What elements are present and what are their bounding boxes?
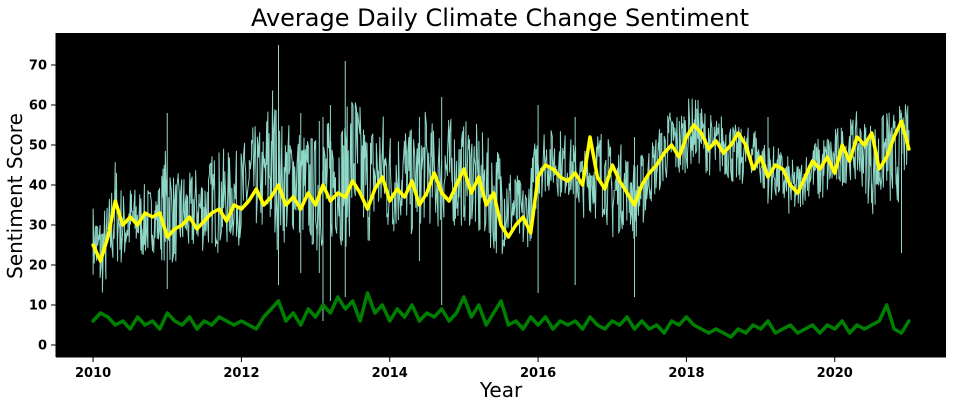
y-tick-label: 40 bbox=[29, 179, 47, 194]
y-tick-label: 20 bbox=[29, 259, 47, 274]
x-tick-label: 2014 bbox=[372, 366, 408, 381]
chart-title: Average Daily Climate Change Sentiment bbox=[251, 4, 749, 32]
rolling-mean-line bbox=[91, 119, 911, 263]
x-tick-label: 2010 bbox=[75, 366, 111, 381]
y-axis: 0 10 20 30 40 50 60 70 bbox=[29, 33, 57, 357]
x-axis: 2010 2012 2014 2016 2018 2020 bbox=[56, 356, 946, 381]
x-tick-label: 2018 bbox=[668, 366, 704, 381]
y-axis-label: Sentiment Score bbox=[3, 113, 27, 279]
negative-rolling-mean-series bbox=[91, 291, 911, 339]
y-tick-label: 30 bbox=[29, 219, 47, 234]
y-tick-label: 0 bbox=[38, 339, 47, 354]
y-tick-label: 10 bbox=[29, 299, 47, 314]
y-tick-label: 50 bbox=[29, 139, 47, 154]
negative-rolling-mean-line bbox=[91, 291, 911, 339]
y-tick-label: 60 bbox=[29, 99, 47, 114]
x-axis-label: Year bbox=[479, 378, 523, 402]
x-tick-label: 2012 bbox=[223, 366, 259, 381]
x-tick-label: 2016 bbox=[520, 366, 556, 381]
x-tick-label: 2020 bbox=[817, 366, 853, 381]
daily-sentiment-series bbox=[92, 45, 910, 321]
rolling-mean-series bbox=[91, 119, 911, 263]
y-tick-label: 70 bbox=[29, 59, 47, 74]
